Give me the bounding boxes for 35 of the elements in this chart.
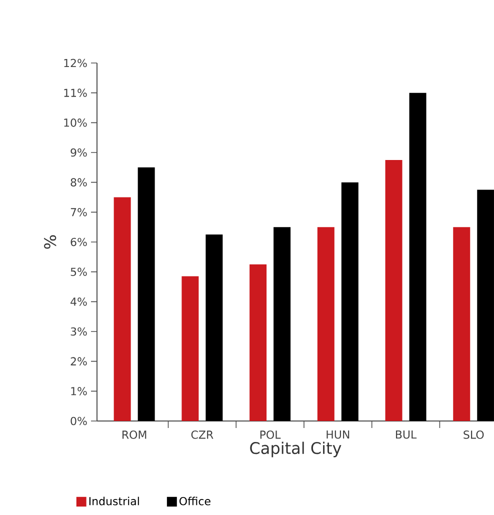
y-tick-label: 10% <box>64 118 87 127</box>
bar <box>182 276 199 421</box>
y-tick-label: 0% <box>70 416 87 426</box>
x-tick-label: ROM <box>122 430 146 439</box>
y-tick-label: 1% <box>71 387 87 396</box>
bar <box>114 197 131 421</box>
y-tick-label: 5% <box>70 268 87 276</box>
x-tick-label: BUL <box>396 430 417 439</box>
y-tick-label: 3% <box>70 327 87 336</box>
bar <box>409 92 426 421</box>
y-tick-label: 9% <box>70 148 87 157</box>
bar <box>477 190 494 421</box>
bar <box>341 182 358 421</box>
bar <box>317 227 334 421</box>
x-tick-label: POL <box>260 430 281 439</box>
y-tick-label: 6% <box>70 238 87 246</box>
bar <box>206 234 223 421</box>
x-tick-label: CZR <box>191 430 214 439</box>
y-tick-label: 7% <box>70 208 87 216</box>
y-tick-label: 11% <box>64 88 87 97</box>
x-tick-label: SLO <box>464 430 484 439</box>
x-axis-title: Capital City <box>250 442 342 458</box>
bar <box>274 227 291 421</box>
bar <box>385 160 402 421</box>
legend-label: Office <box>179 496 210 506</box>
y-axis-title: % <box>44 235 56 249</box>
legend-label: Industrial <box>89 496 139 506</box>
y-tick-label: 12% <box>64 58 87 68</box>
bar <box>138 167 155 421</box>
y-tick-label: 4% <box>70 298 87 306</box>
bar <box>453 227 470 421</box>
y-tick-label: 8% <box>70 178 87 186</box>
x-tick-label: HUN <box>326 430 350 439</box>
y-tick-label: 2% <box>70 357 87 366</box>
bar <box>250 264 267 421</box>
